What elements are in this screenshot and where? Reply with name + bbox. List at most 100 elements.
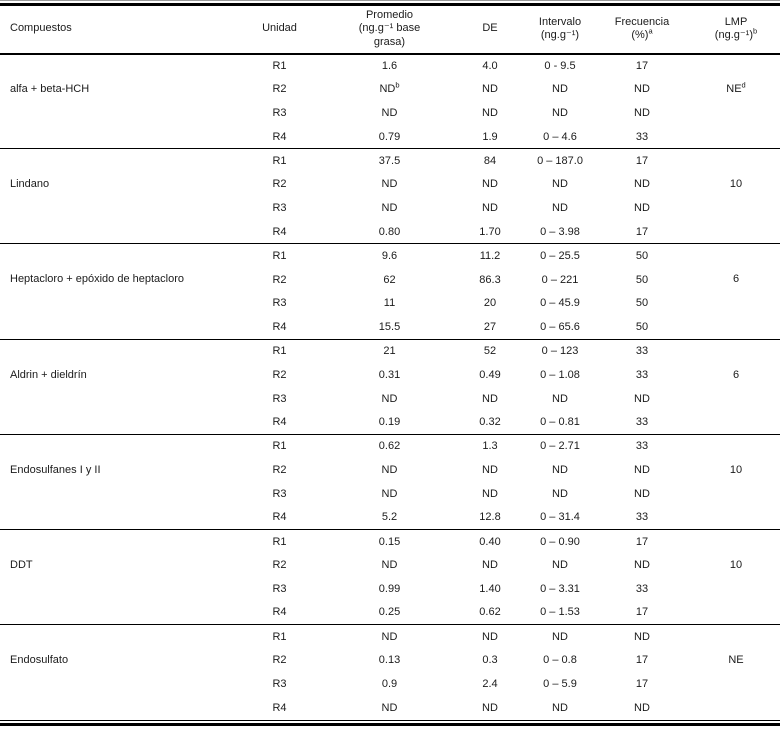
intervalo-cell: 0 – 0.8	[543, 654, 577, 667]
frecuencia-cell: ND	[634, 630, 650, 643]
promedio-cell: NDb	[327, 77, 452, 101]
unidad-cell: R3	[272, 678, 287, 691]
intervalo-cell: 0 – 0.81	[540, 416, 580, 429]
col-header-unidad: Unidad	[262, 22, 297, 35]
frecuencia-cell: 33	[635, 345, 649, 358]
promedio-cell: ND	[381, 701, 398, 714]
table-row: R4 15.5 27 0 – 65.6 50	[0, 315, 780, 339]
promedio-cell: ND	[381, 559, 398, 572]
unidad-cell: R3	[272, 487, 287, 500]
de-cell: ND	[482, 392, 498, 405]
unidad-cell: R2	[272, 368, 287, 381]
de-cell: 52	[483, 345, 497, 358]
unidad-cell: R3	[272, 297, 287, 310]
frecuencia-cell: 33	[635, 368, 649, 381]
de-cell: ND	[482, 701, 498, 714]
pesticide-results-table: Compuestos Unidad Promedio (ng.g⁻¹ base …	[0, 3, 780, 720]
table-row: R4 0.19 0.32 0 – 0.81 33	[0, 410, 780, 434]
lmp-value: NE	[728, 654, 744, 667]
compound-name: Aldrin + dieldrín	[10, 368, 87, 381]
table-row: R3 ND ND ND ND	[0, 387, 780, 411]
unidad-cell: R4	[272, 701, 287, 714]
frecuencia-cell: 17	[635, 678, 649, 691]
unidad-cell: R1	[272, 630, 287, 643]
intervalo-cell: ND	[552, 83, 568, 96]
frecuencia-cell: 50	[635, 250, 649, 263]
footnote-marker-a: a	[648, 26, 653, 36]
de-cell: 0.3	[482, 654, 498, 667]
promedio-text: ND	[379, 83, 396, 96]
intervalo-cell: 0 – 5.9	[543, 678, 577, 691]
lmp-cell: 10	[692, 529, 780, 624]
header-row: Compuestos Unidad Promedio (ng.g⁻¹ base …	[0, 5, 780, 54]
unidad-cell: R3	[272, 106, 287, 119]
promedio-cell: ND	[381, 392, 398, 405]
compound-group: Endosulfato R1 ND ND ND ND NE R2 0.13 0.…	[0, 625, 780, 720]
table-row: alfa + beta-HCH R1 1.6 4.0 0 - 9.5 17 NE…	[0, 54, 780, 95]
de-cell: 0.32	[479, 416, 501, 429]
frecuencia-cell: 17	[635, 606, 649, 619]
intervalo-cell: ND	[552, 630, 568, 643]
footnote-marker-d: d	[741, 80, 746, 90]
table-row: Aldrin + dieldrín R1 21 52 0 – 123 33 6	[0, 339, 780, 380]
promedio-cell: 0.15	[378, 535, 401, 548]
table-row: R3 ND ND ND ND	[0, 482, 780, 506]
table-row: Lindano R1 37.5 84 0 – 187.0 17 10	[0, 149, 780, 190]
promedio-cell: 0.13	[378, 654, 401, 667]
de-cell: 0.62	[479, 606, 501, 619]
promedio-cell: 21	[383, 345, 396, 358]
unidad-cell: R2	[272, 178, 287, 191]
frecuencia-cell: ND	[634, 701, 650, 714]
table-row: R4 ND ND ND ND	[0, 696, 780, 720]
intervalo-cell: 0 – 3.98	[540, 225, 580, 238]
de-cell: 1.3	[482, 440, 498, 453]
unidad-cell: R1	[272, 345, 287, 358]
promedio-cell: 37.5	[378, 154, 401, 167]
intervalo-cell: 0 – 3.31	[540, 582, 580, 595]
frecuencia-cell: 33	[635, 416, 649, 429]
intervalo-cell: 0 – 123	[541, 345, 579, 358]
promedio-cell: 62	[383, 273, 396, 286]
frecuencia-cell: 33	[635, 130, 649, 143]
intervalo-cell: 0 – 221	[541, 273, 579, 286]
promedio-cell: 0.80	[378, 225, 401, 238]
col-header-de: DE	[482, 22, 498, 35]
table-row: Heptacloro + epóxido de heptacloro R1 9.…	[0, 244, 780, 285]
frecuencia-cell: 33	[635, 440, 649, 453]
intervalo-cell: ND	[552, 463, 568, 476]
compound-name-cell: DDT	[0, 529, 232, 624]
de-cell: ND	[482, 178, 498, 191]
frecuencia-cell: 50	[635, 320, 649, 333]
lmp-value: 6	[732, 368, 740, 381]
de-cell: ND	[482, 630, 498, 643]
intervalo-cell: 0 – 65.6	[540, 320, 580, 333]
de-cell: 1.40	[479, 582, 501, 595]
col-header-frecuencia: Frecuencia (%)a	[592, 5, 692, 54]
unidad-cell: R1	[272, 535, 287, 548]
lmp-value: 10	[729, 463, 743, 476]
promedio-cell: ND	[381, 106, 398, 119]
frecuencia-cell: ND	[634, 178, 650, 191]
table-row: R4 0.79 1.9 0 – 4.6 33	[0, 125, 780, 149]
frecuencia-cell: ND	[634, 202, 650, 215]
table-row: R2 NDb ND ND ND	[0, 77, 780, 101]
table-row: R2 ND ND ND ND	[0, 458, 780, 482]
de-cell: 2.4	[482, 678, 498, 691]
de-cell: 86.3	[479, 273, 501, 286]
intervalo-cell: 0 – 45.9	[540, 297, 580, 310]
table-header: Compuestos Unidad Promedio (ng.g⁻¹ base …	[0, 4, 780, 54]
intervalo-cell: ND	[552, 106, 568, 119]
table-row: R4 0.80 1.70 0 – 3.98 17	[0, 220, 780, 244]
intervalo-cell: ND	[552, 701, 568, 714]
compound-name: Heptacloro + epóxido de heptacloro	[10, 273, 184, 286]
lmp-cell: 6	[692, 339, 780, 434]
table-row: Endosulfanes I y II R1 0.62 1.3 0 – 2.71…	[0, 434, 780, 475]
frecuencia-cell: ND	[634, 106, 650, 119]
de-cell: 1.70	[479, 225, 501, 238]
unidad-cell: R2	[272, 83, 287, 96]
unidad-cell: R4	[272, 606, 287, 619]
de-cell: 27	[483, 320, 497, 333]
footnote-marker-b: b	[753, 26, 758, 36]
unidad-cell: R4	[272, 320, 287, 333]
unidad-cell: R1	[272, 250, 287, 263]
